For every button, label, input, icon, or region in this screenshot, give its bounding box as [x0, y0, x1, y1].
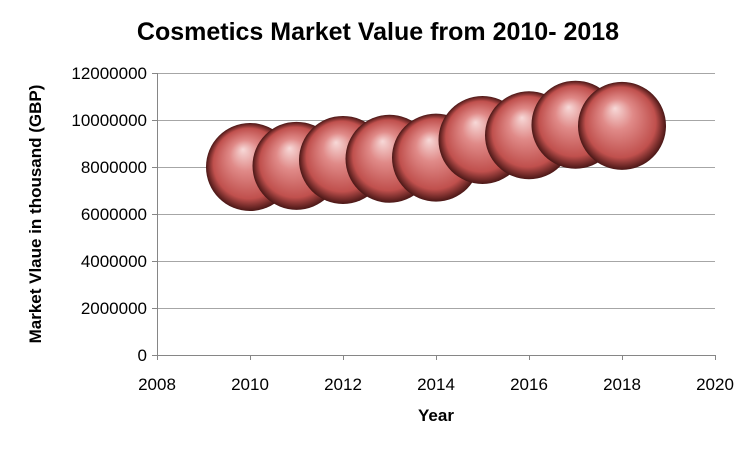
x-tick-label: 2014	[417, 375, 455, 394]
y-axis-title: Market Vlaue in thousand (GBP)	[26, 85, 45, 344]
y-tick-label: 4000000	[81, 252, 147, 271]
data-markers	[206, 80, 666, 211]
x-axis-title: Year	[418, 406, 454, 425]
y-tick-label: 10000000	[71, 111, 147, 130]
y-tick-label: 0	[138, 346, 147, 365]
x-tick-label: 2008	[138, 375, 176, 394]
x-tick-label: 2012	[324, 375, 362, 394]
chart-title: Cosmetics Market Value from 2010- 2018	[137, 18, 619, 46]
x-tick-label: 2020	[696, 375, 734, 394]
x-tick-label: 2010	[231, 375, 269, 394]
x-tick-labels: 2008 2010 2012 2014 2016 2018 2020	[138, 375, 734, 394]
y-tick-label: 6000000	[81, 205, 147, 224]
y-tick-label: 2000000	[81, 299, 147, 318]
x-tick-label: 2018	[603, 375, 641, 394]
data-point-2018	[578, 81, 666, 170]
y-tick-label: 12000000	[71, 64, 147, 83]
axes	[152, 73, 716, 360]
x-tick-label: 2016	[510, 375, 548, 394]
y-tick-labels: 0 2000000 4000000 6000000 8000000 10000000 120…	[71, 64, 147, 365]
y-tick-label: 8000000	[81, 158, 147, 177]
